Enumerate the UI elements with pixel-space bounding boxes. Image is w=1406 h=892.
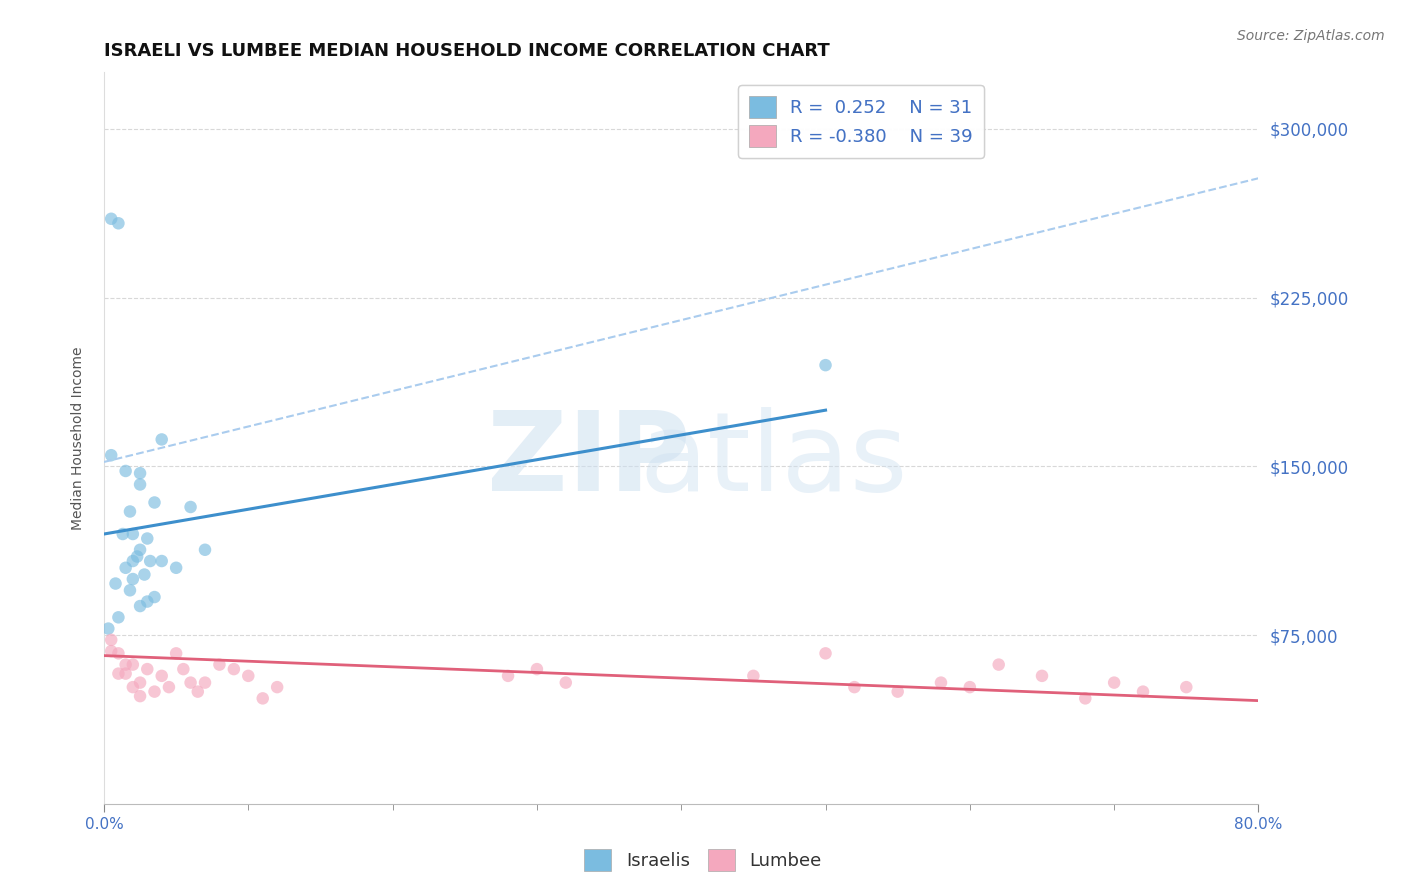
Point: [114, 666, 136, 681]
Point: [165, 646, 187, 660]
Point: [129, 675, 152, 690]
Point: [121, 680, 143, 694]
Point: [134, 567, 156, 582]
Point: [844, 680, 866, 694]
Point: [187, 684, 209, 698]
Point: [136, 594, 159, 608]
Point: [107, 610, 129, 624]
Point: [118, 504, 141, 518]
Point: [222, 662, 245, 676]
Point: [180, 500, 202, 514]
Point: [1031, 669, 1053, 683]
Point: [121, 572, 143, 586]
Point: [886, 684, 908, 698]
Point: [97, 622, 120, 636]
Point: [127, 549, 149, 564]
Point: [136, 662, 159, 676]
Point: [172, 662, 194, 676]
Point: [814, 358, 837, 372]
Point: [143, 495, 166, 509]
Point: [104, 576, 127, 591]
Point: [814, 646, 837, 660]
Text: ISRAELI VS LUMBEE MEDIAN HOUSEHOLD INCOME CORRELATION CHART: ISRAELI VS LUMBEE MEDIAN HOUSEHOLD INCOM…: [104, 42, 830, 60]
Point: [129, 599, 152, 613]
Point: [252, 691, 274, 706]
Point: [139, 554, 162, 568]
Point: [180, 675, 202, 690]
Point: [987, 657, 1010, 672]
Point: [121, 527, 143, 541]
Point: [526, 662, 548, 676]
Point: [208, 657, 231, 672]
Point: [194, 675, 217, 690]
Point: [266, 680, 288, 694]
Point: [129, 542, 152, 557]
Point: [114, 561, 136, 575]
Point: [157, 680, 180, 694]
Point: [129, 477, 152, 491]
Point: [100, 644, 122, 658]
Point: [742, 669, 765, 683]
Point: [1102, 675, 1125, 690]
Point: [150, 433, 173, 447]
Text: ZIP: ZIP: [488, 407, 690, 514]
Point: [107, 646, 129, 660]
Point: [929, 675, 952, 690]
Legend: R =  0.252    N = 31, R = -0.380    N = 39: R = 0.252 N = 31, R = -0.380 N = 39: [738, 85, 984, 158]
Point: [136, 532, 159, 546]
Text: Source: ZipAtlas.com: Source: ZipAtlas.com: [1237, 29, 1385, 43]
Point: [1132, 684, 1154, 698]
Point: [194, 542, 217, 557]
Point: [114, 657, 136, 672]
Point: [1175, 680, 1198, 694]
Point: [496, 669, 519, 683]
Point: [111, 527, 134, 541]
Point: [129, 689, 152, 703]
Point: [1074, 691, 1097, 706]
Point: [107, 666, 129, 681]
Point: [238, 669, 260, 683]
Point: [554, 675, 576, 690]
Point: [959, 680, 981, 694]
Point: [150, 669, 173, 683]
Point: [114, 464, 136, 478]
Point: [121, 657, 143, 672]
Point: [100, 632, 122, 647]
Point: [100, 448, 122, 462]
Point: [107, 216, 129, 230]
Point: [118, 583, 141, 598]
Y-axis label: Median Household Income: Median Household Income: [72, 347, 86, 530]
Legend: Israelis, Lumbee: Israelis, Lumbee: [576, 842, 830, 879]
Point: [129, 467, 152, 481]
Point: [150, 554, 173, 568]
Point: [121, 554, 143, 568]
Point: [165, 561, 187, 575]
Point: [143, 684, 166, 698]
Point: [143, 590, 166, 604]
Point: [100, 211, 122, 226]
Text: atlas: atlas: [640, 407, 908, 514]
